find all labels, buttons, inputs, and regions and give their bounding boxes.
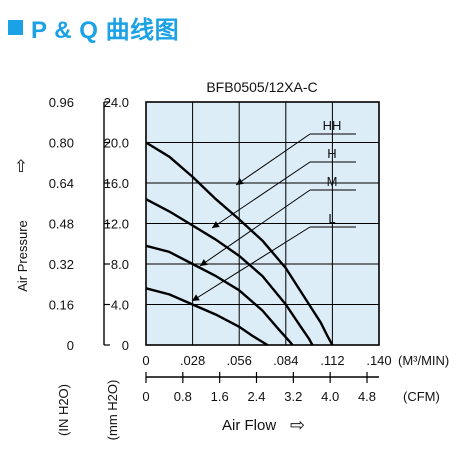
y-tick-label-in: 0.80: [49, 136, 74, 151]
x-tick-label-m3min: .056: [227, 353, 252, 368]
y-tick-label-in: 0: [67, 338, 74, 353]
up-arrow-icon: ⇧: [14, 157, 28, 176]
curve-h: [145, 198, 314, 346]
y-tick-label-mm: 0: [122, 338, 129, 353]
arrowhead: [212, 221, 220, 228]
x-tick-label-cfm: 2.4: [247, 389, 265, 404]
y-tick-label-in: 0.32: [49, 257, 74, 272]
leader-line: [199, 189, 311, 267]
y-axis-label: Air Pressure: [15, 220, 30, 292]
curve-label-hh: HH: [323, 118, 342, 133]
right-arrow-icon: ⇨: [290, 415, 305, 435]
page-heading: P & Q 曲线图: [8, 10, 179, 44]
axes: 0 4.0 8.0 12.0 16.0 20.0 24.0 0 0.16 0.32 0.48 0.64…: [14, 95, 449, 440]
plot-area: [145, 101, 380, 346]
y-unit-in-h2o: (IN H2O): [56, 384, 71, 436]
x-unit-cfm: (CFM): [403, 389, 440, 404]
page-title: P & Q 曲线图: [31, 16, 180, 44]
y-tick-label-mm: 20.0: [104, 136, 129, 151]
x-unit-m3min: (M³/MIN): [398, 353, 449, 368]
x-tick-label-m3min: .140: [366, 353, 391, 368]
leader-line: [191, 226, 311, 302]
y-unit-mm-h2o: (mm H2O): [105, 380, 120, 441]
curves: [145, 141, 334, 347]
y-tick-label-mm: 4.0: [111, 298, 129, 313]
curve-hh: [145, 141, 334, 346]
x-axis-label: Air Flow: [222, 417, 276, 434]
x-tick-label-cfm: 0: [142, 389, 149, 404]
curve-m: [145, 244, 294, 346]
x-tick-label-cfm: 4.0: [321, 389, 339, 404]
curve-label-h: H: [327, 146, 336, 161]
y-tick-label-mm: 24.0: [104, 95, 129, 110]
x-tick-label-cfm: 3.2: [284, 389, 302, 404]
y-tick-label-mm: 16.0: [104, 176, 129, 191]
y-tick-label-in: 0.48: [49, 217, 74, 232]
x-tick-label-m3min: .028: [180, 353, 205, 368]
chart-title: BFB0505/12XA-C: [206, 79, 317, 95]
arrowhead: [192, 294, 200, 301]
leader-line: [211, 161, 311, 229]
x-tick-label-cfm: 4.8: [358, 389, 376, 404]
plot-frame: [145, 101, 380, 346]
y-tick-label-mm: 12.0: [104, 217, 129, 232]
curve-l: [145, 287, 269, 347]
x-tick-label-m3min: .084: [273, 353, 298, 368]
x-tick-label-m3min: 0: [142, 353, 149, 368]
x-tick-label-cfm: 1.6: [211, 389, 229, 404]
arrowhead: [236, 178, 244, 185]
x-tick-label-m3min: .112: [320, 353, 344, 368]
curve-label-l: L: [328, 211, 335, 226]
y-tick-label-in: 0.96: [49, 95, 74, 110]
x-tick-label-cfm: 0.8: [174, 389, 192, 404]
y-tick-label-mm: 8.0: [111, 257, 129, 272]
square-bullet-icon: [8, 19, 23, 35]
leader-line: [235, 133, 311, 186]
arrowhead: [200, 259, 208, 266]
y-tick-label-in: 0.64: [49, 176, 74, 191]
curve-label-m: M: [327, 174, 338, 189]
y-tick-label-in: 0.16: [49, 298, 74, 313]
